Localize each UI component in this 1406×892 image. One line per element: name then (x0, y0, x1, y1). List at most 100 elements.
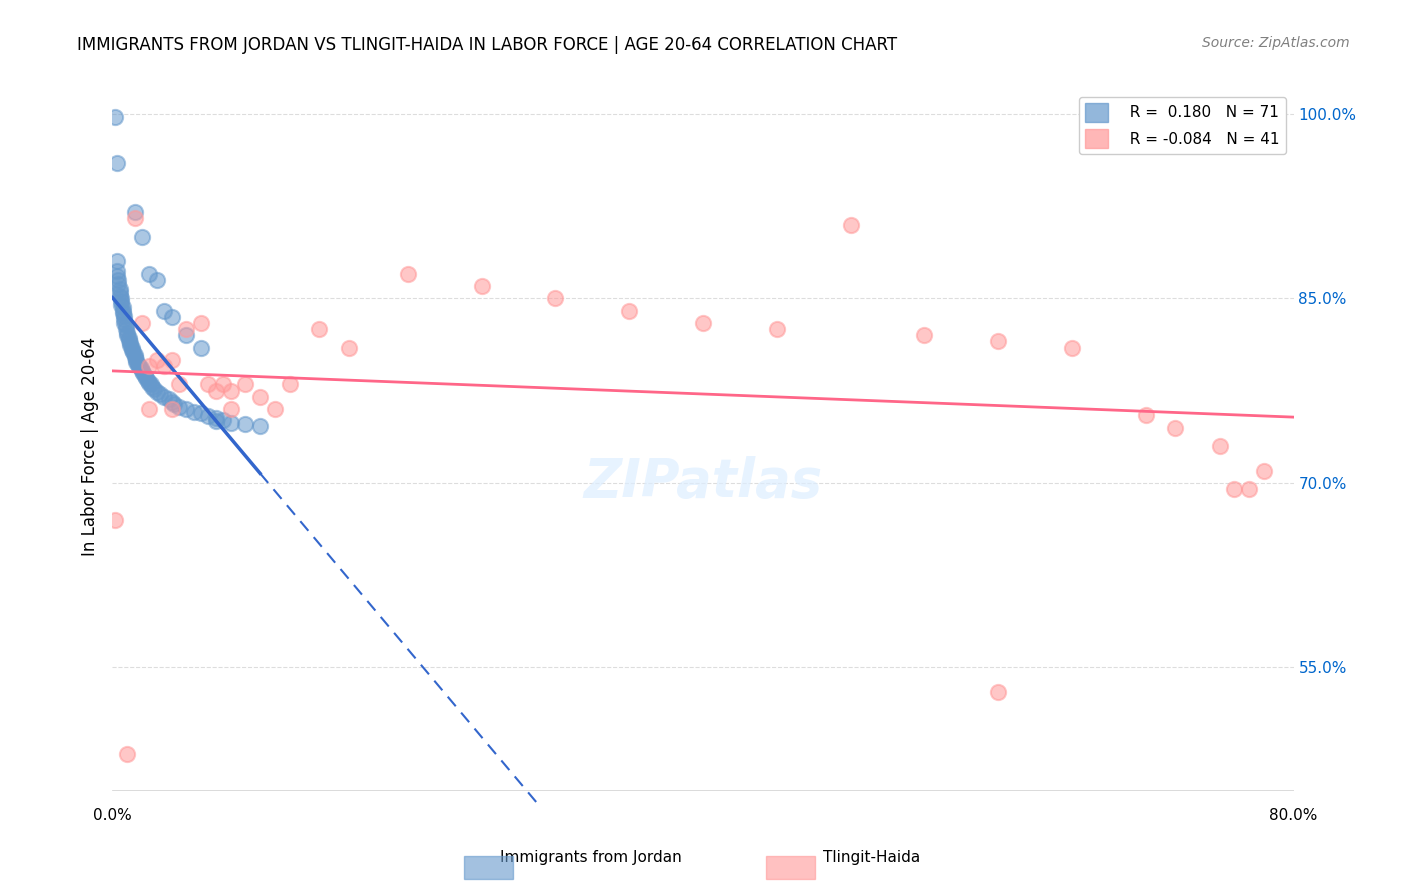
Point (1135, 409, 1157, 423)
Point (129, 361, 152, 376)
Point (118, 331, 141, 345)
Point (128, 359, 150, 373)
Point (117, 747, 138, 761)
Text: ZIPatlas: ZIPatlas (583, 456, 823, 508)
Point (249, 390, 271, 404)
Point (160, 352, 183, 367)
Point (174, 328, 197, 343)
Point (114, 318, 136, 333)
Point (120, 335, 142, 350)
Point (160, 394, 183, 409)
Point (112, 312, 135, 326)
Point (167, 400, 190, 414)
Point (692, 316, 714, 330)
Point (146, 384, 169, 399)
Point (839, 218, 862, 232)
Point (111, 306, 134, 320)
Point (337, 341, 360, 355)
Point (114, 322, 136, 336)
Point (264, 402, 287, 417)
Point (163, 397, 186, 411)
Text: IMMIGRANTS FROM JORDAN VS TLINGIT-HAIDA IN LABOR FORCE | AGE 20-64 CORRELATION C: IMMIGRANTS FROM JORDAN VS TLINGIT-HAIDA … (77, 36, 897, 54)
Point (108, 285, 131, 300)
Point (396, 267, 419, 281)
Point (987, 334, 1010, 349)
Point (138, 376, 160, 391)
Point (190, 406, 212, 420)
Point (124, 211, 146, 226)
Point (142, 383, 165, 397)
Point (205, 410, 228, 425)
Point (125, 355, 148, 369)
Point (153, 303, 176, 318)
Point (139, 377, 162, 392)
Point (190, 316, 212, 330)
Point (219, 402, 242, 417)
Point (146, 352, 169, 367)
Point (249, 419, 271, 434)
Point (131, 230, 153, 244)
Point (190, 341, 212, 355)
Point (219, 384, 242, 398)
Point (107, 277, 129, 291)
Point (1223, 482, 1246, 496)
Point (117, 328, 138, 343)
Point (124, 348, 146, 362)
Point (125, 352, 148, 367)
Point (111, 303, 134, 318)
Point (110, 293, 132, 308)
Point (117, 326, 138, 340)
Point (149, 387, 172, 401)
Point (212, 377, 235, 392)
Point (105, 269, 128, 284)
Point (127, 358, 149, 372)
Point (120, 338, 142, 352)
Point (108, 289, 131, 303)
Point (124, 205, 146, 219)
Point (157, 392, 180, 407)
Point (233, 377, 256, 392)
Point (197, 409, 219, 424)
Point (131, 364, 153, 378)
Point (124, 351, 146, 365)
Point (470, 279, 494, 293)
Point (766, 322, 789, 336)
Point (104, 111, 127, 125)
Point (219, 416, 242, 430)
Point (205, 384, 228, 398)
Point (160, 310, 183, 324)
Point (153, 359, 176, 373)
Point (1253, 464, 1275, 478)
Point (136, 374, 159, 388)
Point (619, 303, 641, 318)
Point (138, 267, 160, 281)
Point (112, 309, 135, 323)
Point (132, 367, 155, 381)
Point (111, 300, 134, 314)
Point (987, 685, 1010, 699)
Text: Tlingit-Haida: Tlingit-Haida (823, 850, 921, 865)
Point (121, 343, 143, 357)
Point (167, 377, 190, 392)
Point (110, 297, 132, 311)
Point (160, 402, 183, 417)
Point (1062, 341, 1084, 355)
Point (1164, 420, 1187, 434)
Point (153, 390, 176, 404)
Point (1239, 482, 1261, 496)
Point (233, 417, 256, 431)
Point (112, 316, 135, 330)
Y-axis label: In Labor Force | Age 20-64: In Labor Force | Age 20-64 (80, 336, 98, 556)
Point (134, 368, 156, 383)
Legend:   R =  0.180   N = 71,   R = -0.084   N = 41: R = 0.180 N = 71, R = -0.084 N = 41 (1078, 97, 1286, 154)
Point (108, 281, 131, 295)
Point (141, 380, 163, 394)
Point (104, 513, 127, 527)
Point (105, 156, 128, 170)
Point (308, 322, 330, 336)
Point (131, 316, 153, 330)
Point (135, 371, 157, 385)
Point (174, 322, 197, 336)
Point (107, 273, 129, 287)
Point (205, 414, 228, 428)
